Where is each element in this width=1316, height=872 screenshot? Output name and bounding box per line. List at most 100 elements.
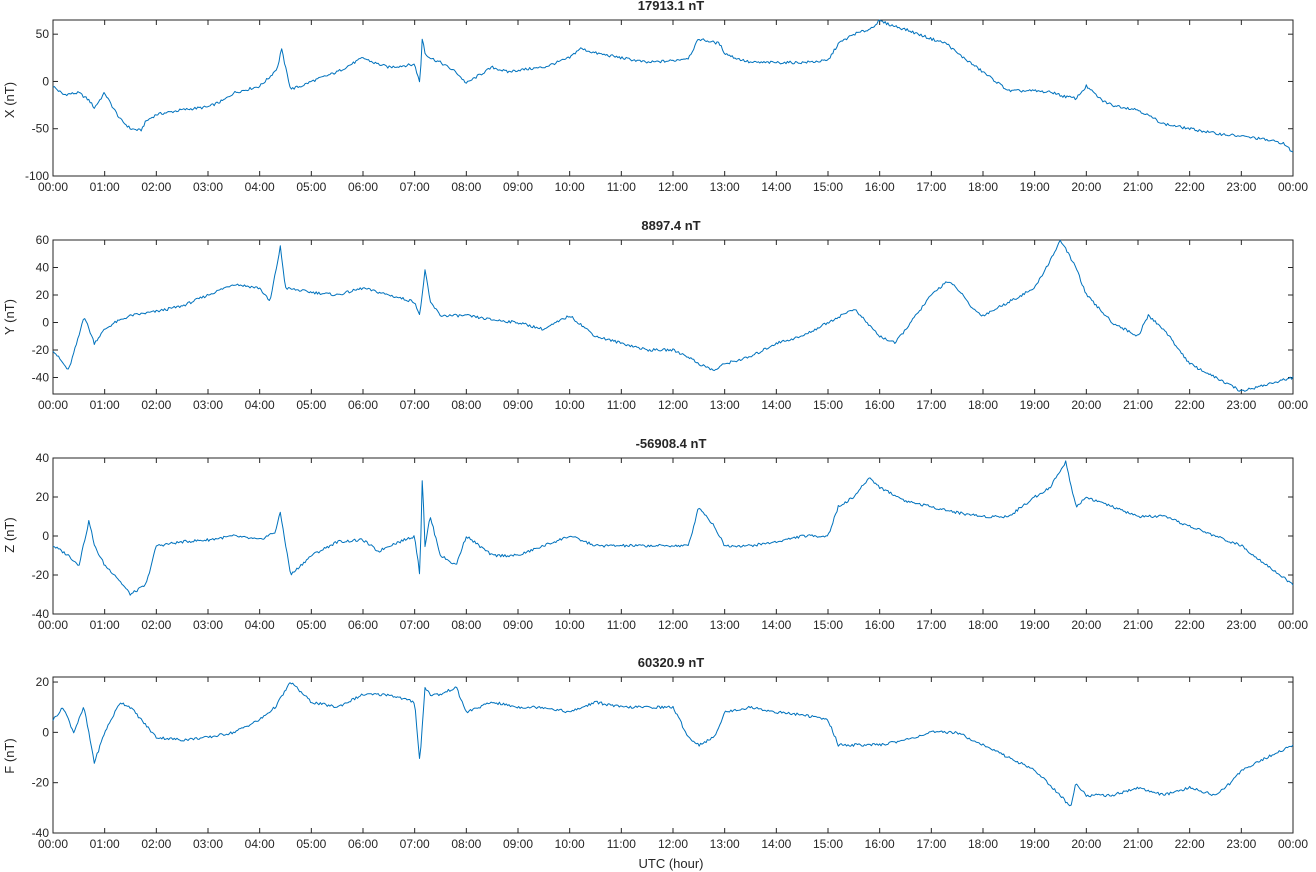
x-tick-label: 12:00 xyxy=(658,618,688,632)
x-tick-label: 12:00 xyxy=(658,398,688,412)
x-tick-label: 06:00 xyxy=(348,837,378,851)
x-tick-label: 05:00 xyxy=(296,618,326,632)
x-tick-label: 00:00 xyxy=(38,398,68,412)
y-axis-label: Z (nT) xyxy=(2,517,17,552)
x-tick-label: 11:00 xyxy=(607,837,636,851)
plot-area: 00:00 01:00 02:00 03:00 04:00 05:00 06:00 07:00… xyxy=(32,233,1309,412)
x-tick-label: 14:00 xyxy=(761,618,791,632)
x-tick-label: 03:00 xyxy=(193,618,223,632)
x-axis-label: UTC (hour) xyxy=(638,856,703,871)
subplot-x-component: 17913.1 nT X (nT) 00:00 01:00 02:00 03:00 04… xyxy=(2,0,1308,194)
x-tick-label: 16:00 xyxy=(865,837,895,851)
subplot-title: 8897.4 nT xyxy=(641,218,700,233)
y-tick-label: 20 xyxy=(36,288,50,302)
x-tick-label: 11:00 xyxy=(607,618,636,632)
x-tick-label: 13:00 xyxy=(710,618,740,632)
x-tick-label: 07:00 xyxy=(400,837,430,851)
x-tick-label: 06:00 xyxy=(348,618,378,632)
y-tick-label: 60 xyxy=(36,233,50,247)
x-tick-label: 01:00 xyxy=(90,180,120,194)
x-tick-label: 21:00 xyxy=(1123,618,1153,632)
x-tick-label: 05:00 xyxy=(296,398,326,412)
x-tick-label: 09:00 xyxy=(503,837,533,851)
y-tick-label: -50 xyxy=(32,122,50,136)
x-tick-label: 04:00 xyxy=(245,398,275,412)
x-tick-label: 19:00 xyxy=(1020,398,1050,412)
x-tick-label: 13:00 xyxy=(710,398,740,412)
y-tick-label: 50 xyxy=(36,27,50,41)
x-tick-label: 23:00 xyxy=(1226,398,1256,412)
x-tick-label: 21:00 xyxy=(1123,398,1153,412)
subplot-f-total-field: 60320.9 nT F (nT) UTC (hour) 00:00 01:00 0… xyxy=(2,655,1308,871)
x-tick-label: 07:00 xyxy=(400,398,430,412)
x-tick-label: 17:00 xyxy=(916,618,946,632)
x-tick-label: 18:00 xyxy=(968,618,998,632)
subplot-title: 17913.1 nT xyxy=(638,0,705,13)
plot-area: 00:00 01:00 02:00 03:00 04:00 05:00 06:00 07:00… xyxy=(32,451,1309,632)
x-tick-label: 00:00 xyxy=(38,180,68,194)
y-tick-label: -20 xyxy=(32,343,50,357)
y-tick-label: 0 xyxy=(42,725,49,739)
x-tick-label: 17:00 xyxy=(916,837,946,851)
series-line xyxy=(52,19,1294,153)
x-tick-label: 22:00 xyxy=(1175,837,1205,851)
y-tick-label: -40 xyxy=(32,826,50,840)
x-tick-label: 19:00 xyxy=(1020,180,1050,194)
x-tick-label: 20:00 xyxy=(1071,398,1101,412)
x-tick-label: 22:00 xyxy=(1175,180,1205,194)
y-tick-label: 20 xyxy=(36,675,50,689)
x-tick-label: 15:00 xyxy=(813,180,843,194)
x-tick-label: 10:00 xyxy=(555,837,585,851)
x-tick-label: 13:00 xyxy=(710,837,740,851)
x-tick-label: 01:00 xyxy=(90,837,120,851)
x-tick-label: 16:00 xyxy=(865,398,895,412)
x-tick-label: 05:00 xyxy=(296,180,326,194)
y-tick-label: 40 xyxy=(36,451,50,465)
x-tick-label: 16:00 xyxy=(865,618,895,632)
x-tick-label: 09:00 xyxy=(503,180,533,194)
x-tick-label: 19:00 xyxy=(1020,618,1050,632)
x-tick-label: 12:00 xyxy=(658,837,688,851)
series-line xyxy=(52,460,1294,596)
x-tick-label: 15:00 xyxy=(813,837,843,851)
series-line xyxy=(52,682,1294,807)
x-tick-label: 21:00 xyxy=(1123,837,1153,851)
x-tick-label: 08:00 xyxy=(451,180,481,194)
x-tick-label: 06:00 xyxy=(348,180,378,194)
x-tick-label: 23:00 xyxy=(1226,618,1256,632)
x-tick-label: 09:00 xyxy=(503,618,533,632)
x-tick-label: 10:00 xyxy=(555,618,585,632)
y-axis-label: X (nT) xyxy=(2,82,17,118)
x-tick-label: 02:00 xyxy=(141,837,171,851)
x-tick-label: 09:00 xyxy=(503,398,533,412)
x-tick-label: 20:00 xyxy=(1071,180,1101,194)
x-tick-label: 20:00 xyxy=(1071,618,1101,632)
x-tick-label: 10:00 xyxy=(555,398,585,412)
x-tick-label: 00:00 xyxy=(38,837,68,851)
y-tick-label: 40 xyxy=(36,261,50,275)
y-tick-label: -40 xyxy=(32,607,50,621)
x-tick-label: 11:00 xyxy=(607,180,636,194)
x-tick-label: 08:00 xyxy=(451,618,481,632)
subplot-title: 60320.9 nT xyxy=(638,655,705,670)
y-tick-label: 0 xyxy=(42,529,49,543)
x-tick-label: 07:00 xyxy=(400,180,430,194)
y-tick-label: -20 xyxy=(32,568,50,582)
x-tick-label: 01:00 xyxy=(90,398,120,412)
plot-area: 00:00 01:00 02:00 03:00 04:00 05:00 06:00 07:00… xyxy=(25,19,1308,194)
x-tick-label: 00:00 xyxy=(1278,837,1308,851)
y-axis-label: Y (nT) xyxy=(2,299,17,335)
y-tick-label: -40 xyxy=(32,371,50,385)
x-tick-label: 17:00 xyxy=(916,180,946,194)
x-tick-label: 11:00 xyxy=(607,398,636,412)
axes-box xyxy=(52,676,1294,834)
y-tick-label: 0 xyxy=(42,316,49,330)
x-tick-label: 15:00 xyxy=(813,618,843,632)
y-tick-label: -100 xyxy=(25,169,49,183)
x-tick-label: 03:00 xyxy=(193,398,223,412)
x-tick-label: 02:00 xyxy=(141,398,171,412)
x-tick-label: 06:00 xyxy=(348,398,378,412)
subplot-z-component: -56908.4 nT Z (nT) 00:00 01:00 02:00 03:00 0… xyxy=(2,436,1308,632)
x-tick-label: 00:00 xyxy=(1278,618,1308,632)
x-tick-label: 18:00 xyxy=(968,837,998,851)
